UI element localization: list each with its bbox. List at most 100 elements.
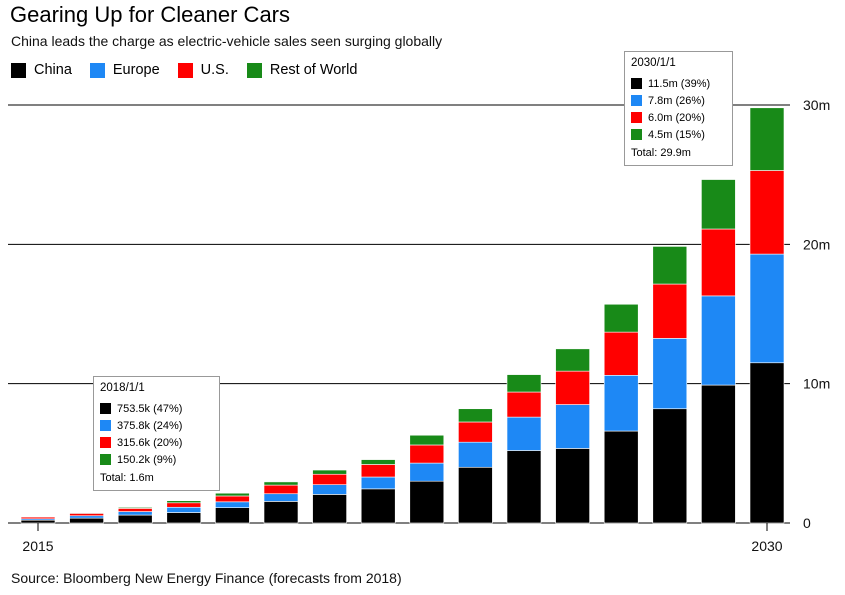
bar-segment-europe bbox=[117, 511, 153, 516]
bar-segment-rest-of-world bbox=[603, 303, 639, 333]
tooltip-row-china: 11.5m (39%) bbox=[631, 75, 726, 92]
legend-item-europe[interactable]: Europe bbox=[89, 62, 160, 78]
source-note: Source: Bloomberg New Energy Finance (fo… bbox=[11, 570, 402, 586]
bar-segment-china bbox=[458, 466, 493, 524]
bar-segment-u-s- bbox=[652, 283, 688, 339]
tooltip-value: 150.2k (9%) bbox=[117, 453, 177, 466]
tooltip-swatch bbox=[100, 454, 111, 465]
tooltip-value: 7.8m (26%) bbox=[648, 94, 705, 107]
bar-segment-u-s- bbox=[360, 464, 396, 478]
bar-segment-china bbox=[409, 480, 445, 524]
y-tick-label: 0 bbox=[803, 515, 811, 531]
bar-segment-u-s- bbox=[603, 331, 639, 376]
bar-segment-china bbox=[749, 362, 785, 524]
legend-swatch-china bbox=[11, 62, 26, 78]
bar-segment-china bbox=[312, 494, 347, 524]
bar-segment-rest-of-world bbox=[117, 507, 153, 509]
bar-segment-u-s- bbox=[409, 444, 445, 464]
bar-segment-china bbox=[603, 430, 639, 524]
bar-segment-u-s- bbox=[701, 228, 736, 297]
legend-label-europe: Europe bbox=[112, 62, 160, 78]
bar-segment-u-s- bbox=[117, 508, 153, 512]
bar-segment-u-s- bbox=[69, 513, 104, 517]
bar-segment-china bbox=[360, 488, 396, 524]
bar-segment-rest-of-world bbox=[701, 179, 736, 230]
bar-segment-europe bbox=[263, 493, 299, 502]
tooltip-value: 315.6k (20%) bbox=[117, 436, 183, 449]
bar-segment-china bbox=[506, 450, 542, 524]
bar-segment-europe bbox=[166, 506, 202, 513]
y-tick-label: 30m bbox=[803, 97, 830, 113]
bar-segment-europe bbox=[506, 416, 542, 451]
x-tick-label: 2015 bbox=[22, 538, 53, 554]
bar-segment-europe bbox=[360, 476, 396, 490]
bar-segment-u-s- bbox=[166, 502, 202, 508]
legend-item-rest-of-world[interactable]: Rest of World bbox=[246, 62, 358, 78]
legend-item-china[interactable]: China bbox=[11, 62, 72, 78]
bar-segment-china bbox=[215, 507, 250, 524]
tooltip-swatch bbox=[100, 403, 111, 414]
bar-segment-europe bbox=[409, 462, 445, 482]
tooltip-value: 6.0m (20%) bbox=[648, 111, 705, 124]
bar-segment-u-s- bbox=[263, 484, 299, 495]
tooltip-swatch bbox=[631, 95, 642, 106]
tooltip-row-us: 315.6k (20%) bbox=[100, 434, 213, 451]
tooltip-row-rest-of-world: 4.5m (15%) bbox=[631, 126, 726, 143]
bar-segment-europe bbox=[701, 295, 736, 386]
bar-segment-europe bbox=[69, 515, 104, 519]
bar-segment-china bbox=[20, 519, 56, 524]
chart-title: Gearing Up for Cleaner Cars bbox=[10, 2, 291, 27]
bar-segment-europe bbox=[312, 484, 347, 495]
bar-segment-u-s- bbox=[458, 421, 493, 443]
tooltip-row-rest-of-world: 150.2k (9%) bbox=[100, 451, 213, 468]
bar-segment-rest-of-world bbox=[69, 512, 104, 514]
bar-segment-europe bbox=[603, 375, 639, 432]
bar-segment-china bbox=[652, 408, 688, 524]
tooltip-value: 375.8k (24%) bbox=[117, 419, 183, 432]
tooltip-value: 11.5m (39%) bbox=[648, 77, 711, 90]
bar-segment-europe bbox=[458, 441, 493, 468]
bar-segment-europe bbox=[215, 501, 250, 508]
tooltip-row-china: 753.5k (47%) bbox=[100, 400, 213, 417]
bar-segment-rest-of-world bbox=[409, 434, 445, 446]
bar-segment-rest-of-world bbox=[555, 348, 590, 372]
bar-segment-china bbox=[166, 512, 202, 524]
x-tick-label: 2030 bbox=[751, 538, 782, 554]
tooltip-row-us: 6.0m (20%) bbox=[631, 109, 726, 126]
tooltip-swatch bbox=[631, 129, 642, 140]
bar-segment-rest-of-world bbox=[652, 246, 688, 285]
bar-segment-rest-of-world bbox=[506, 374, 542, 393]
legend-label-china: China bbox=[34, 62, 72, 78]
tooltip-date: 2018/1/1 bbox=[100, 382, 145, 394]
tooltip-swatch bbox=[631, 78, 642, 89]
tooltip-value: 4.5m (15%) bbox=[648, 128, 705, 141]
tooltip-2030: 2030/1/1 11.5m (39%) 7.8m (26%) 6.0m (20… bbox=[624, 51, 733, 166]
chart-subtitle: China leads the charge as electric-vehic… bbox=[11, 33, 443, 49]
tooltip-date: 2030/1/1 bbox=[631, 57, 676, 69]
y-tick-label: 20m bbox=[803, 236, 830, 252]
bar-segment-u-s- bbox=[215, 495, 250, 503]
legend-swatch-rest-of-world bbox=[246, 62, 262, 78]
tooltip-row-europe: 7.8m (26%) bbox=[631, 92, 726, 109]
legend-label-us: U.S. bbox=[200, 62, 229, 78]
bar-segment-china bbox=[555, 448, 590, 524]
tooltip-row-europe: 375.8k (24%) bbox=[100, 417, 213, 434]
bar-segment-rest-of-world bbox=[215, 492, 250, 497]
bar-segment-rest-of-world bbox=[263, 481, 299, 486]
bar-segment-rest-of-world bbox=[166, 500, 202, 504]
bar-segment-china bbox=[69, 517, 104, 524]
bar-segment-europe bbox=[555, 404, 590, 449]
bar-segment-europe bbox=[749, 253, 785, 364]
bar-segment-rest-of-world bbox=[749, 107, 785, 171]
bar-segment-rest-of-world bbox=[458, 408, 493, 423]
legend: China Europe U.S. Rest of World bbox=[11, 62, 357, 78]
legend-label-rest-of-world: Rest of World bbox=[269, 62, 358, 78]
tooltip-value: 753.5k (47%) bbox=[117, 402, 183, 415]
tooltip-2018: 2018/1/1 753.5k (47%) 375.8k (24%) 315.6… bbox=[93, 376, 220, 491]
tooltip-total: Total: 29.9m bbox=[631, 147, 691, 159]
legend-swatch-europe bbox=[89, 62, 105, 78]
legend-item-us[interactable]: U.S. bbox=[177, 62, 229, 78]
bar-segment-rest-of-world bbox=[360, 459, 396, 465]
bar-segment-china bbox=[701, 384, 736, 524]
